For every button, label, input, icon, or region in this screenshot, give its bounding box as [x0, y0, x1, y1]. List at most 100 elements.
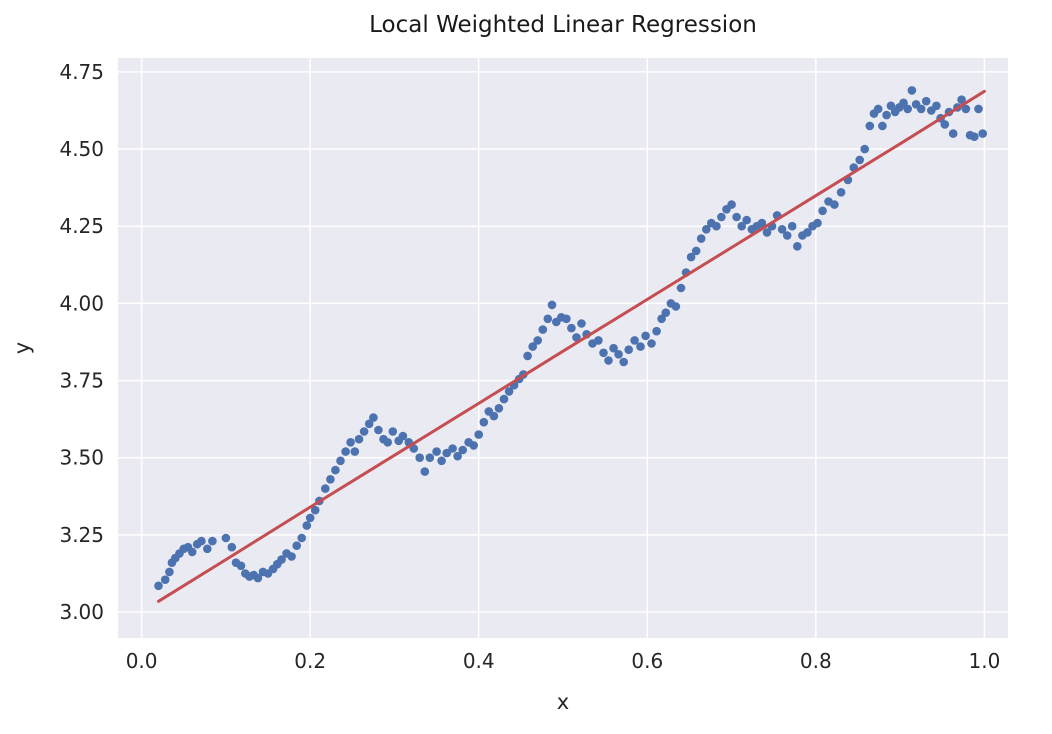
- scatter-point: [830, 200, 839, 209]
- scatter-point: [614, 350, 623, 359]
- scatter-point: [489, 411, 499, 421]
- scatter-point: [287, 552, 296, 561]
- scatter-point: [671, 302, 681, 311]
- scatter-point: [499, 394, 509, 404]
- scatter-point: [948, 129, 958, 138]
- scatter-point: [523, 351, 532, 361]
- scatter-point: [686, 252, 696, 262]
- scatter-point: [331, 465, 340, 475]
- y-tick-label: 4.75: [59, 60, 104, 84]
- scatter-point: [359, 427, 369, 436]
- scatter-point: [978, 129, 987, 138]
- scatter-point: [364, 419, 374, 429]
- scatter-point: [321, 484, 330, 493]
- scatter-point: [165, 567, 174, 577]
- scatter-point: [818, 206, 827, 216]
- scatter-point: [432, 447, 441, 456]
- scatter-point: [572, 333, 581, 342]
- scatter-point: [458, 445, 468, 455]
- scatter-point: [528, 342, 537, 351]
- scatter-point: [630, 336, 639, 345]
- scatter-point: [398, 431, 408, 441]
- scatter-point: [787, 221, 797, 231]
- y-tick-label: 3.75: [59, 369, 104, 393]
- scatter-point: [619, 357, 628, 367]
- scatter-point: [494, 404, 504, 413]
- scatter-point: [865, 121, 875, 131]
- scatter-point: [657, 314, 666, 324]
- scatter-point: [388, 427, 398, 436]
- scatter-point: [538, 325, 548, 334]
- scatter-point: [691, 246, 701, 256]
- scatter-point: [970, 132, 979, 141]
- scatter-point: [253, 573, 263, 583]
- y-tick-label: 3.50: [59, 446, 104, 470]
- y-tick-label: 4.00: [59, 291, 104, 315]
- scatter-point: [860, 144, 869, 154]
- scatter-point: [886, 101, 896, 111]
- y-tick-label: 3.00: [59, 600, 104, 624]
- scatter-point: [479, 417, 489, 427]
- scatter-point: [354, 434, 364, 444]
- y-tick-label: 3.25: [59, 523, 104, 547]
- scatter-point: [836, 188, 846, 197]
- scatter-point: [160, 575, 170, 584]
- scatter-point: [292, 541, 302, 550]
- scatter-point: [448, 444, 457, 453]
- scatter-point: [504, 387, 514, 396]
- scatter-point: [737, 221, 746, 231]
- scatter-point: [757, 218, 767, 228]
- scatter-point: [899, 98, 908, 108]
- x-tick-label: 0.4: [463, 649, 495, 673]
- scatter-point: [297, 533, 307, 543]
- scatter-point: [227, 542, 237, 552]
- scatter-point: [208, 536, 217, 546]
- scatter-point: [624, 345, 633, 355]
- scatter-point: [533, 336, 542, 345]
- scatter-point: [350, 447, 360, 456]
- scatter-point: [305, 513, 315, 523]
- scatter-point: [793, 242, 802, 251]
- scatter-point: [712, 221, 721, 231]
- scatter-point: [903, 104, 912, 114]
- scatter-point: [777, 225, 787, 234]
- scatter-point: [420, 467, 430, 476]
- scatter-point: [425, 453, 435, 463]
- scatter-point: [437, 456, 446, 466]
- scatter-point: [916, 104, 926, 114]
- scatter-point: [732, 212, 741, 222]
- scatter-point: [652, 326, 661, 336]
- scatter-point: [543, 314, 553, 324]
- scatter-point: [154, 581, 163, 591]
- scatter-point: [647, 339, 656, 348]
- scatter-point: [547, 300, 557, 310]
- scatter-point: [221, 533, 231, 543]
- scatter-point: [882, 110, 891, 120]
- scatter-point: [907, 86, 917, 95]
- scatter-point: [641, 331, 650, 341]
- scatter-point: [415, 453, 425, 463]
- scatter-point: [702, 225, 711, 234]
- scatter-point: [878, 121, 887, 131]
- scatter-point: [302, 521, 312, 530]
- scatter-point: [782, 231, 792, 240]
- chart-title: Local Weighted Linear Regression: [369, 12, 757, 38]
- scatter-point: [717, 212, 726, 222]
- scatter-point: [341, 447, 350, 456]
- scatter-point: [727, 200, 736, 209]
- x-tick-label: 0.6: [631, 649, 663, 673]
- scatter-point: [676, 283, 686, 293]
- scatter-point: [453, 451, 462, 461]
- regression-line: [157, 89, 986, 603]
- scatter-point: [742, 215, 751, 225]
- plot-background: [118, 58, 1008, 638]
- scatter-point: [594, 336, 603, 345]
- scatter-point: [203, 544, 212, 554]
- scatter-point: [277, 555, 286, 564]
- scatter-point: [855, 155, 864, 165]
- scatter-point: [762, 228, 772, 237]
- scatter-point: [442, 448, 452, 458]
- x-axis-label: x: [556, 690, 570, 714]
- scatter-point: [599, 348, 608, 358]
